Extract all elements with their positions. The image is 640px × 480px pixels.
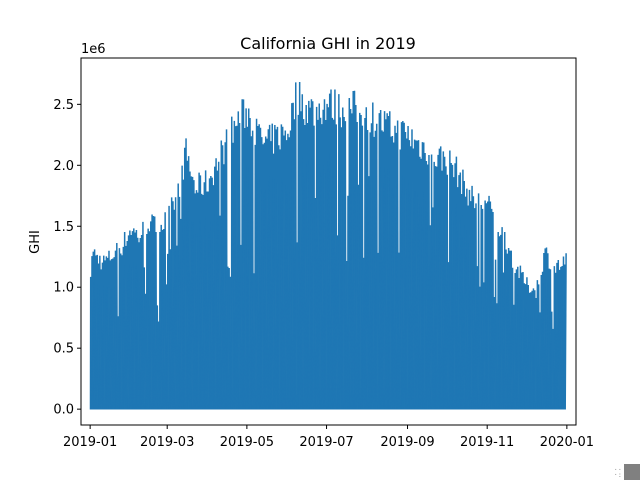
x-tick-label: 2020-01 (540, 435, 594, 450)
y-axis-label: GHI (28, 230, 43, 254)
x-ticks: 2019-01 2019-03 2019-05 2019-07 2019-09 2019-… (63, 425, 594, 450)
y-tick-label: 1.5 (53, 220, 74, 235)
chart-title: California GHI in 2019 (240, 34, 416, 53)
resize-handle[interactable] (624, 464, 640, 480)
x-tick-label: 2019-09 (380, 435, 434, 450)
y-tick-label: 0.0 (53, 403, 74, 418)
x-tick-label: 2019-05 (220, 435, 274, 450)
y-tick-label: 2.0 (53, 159, 74, 174)
x-tick-label: 2019-11 (460, 435, 514, 450)
ghi-series-area (89, 82, 567, 410)
x-tick-label: 2019-03 (140, 435, 194, 450)
y-ticks: 0.0 0.5 1.0 1.5 2.0 2.5 (53, 98, 81, 418)
y-offset-label: 1e6 (81, 42, 106, 57)
y-tick-label: 1.0 (53, 281, 74, 296)
y-tick-label: 0.5 (53, 342, 74, 357)
plot-layer (89, 82, 567, 410)
resize-grip-dots: ·· ·: (613, 466, 622, 479)
x-tick-label: 2019-01 (63, 435, 117, 450)
x-tick-label: 2019-07 (299, 435, 353, 450)
plot-frame (80, 57, 577, 426)
y-tick-label: 2.5 (53, 98, 74, 113)
